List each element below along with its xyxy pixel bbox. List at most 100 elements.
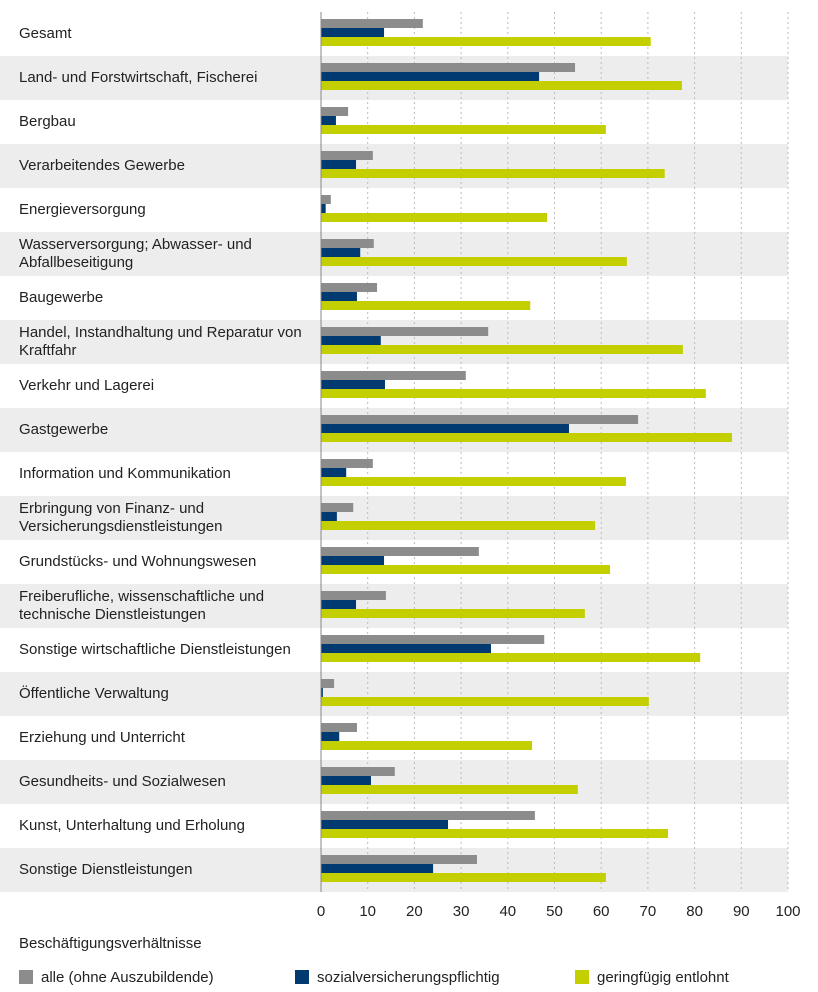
- bar: [321, 301, 531, 310]
- bar: [321, 257, 627, 266]
- category-label: Öffentliche Verwaltung: [19, 685, 169, 702]
- bar: [321, 468, 347, 477]
- bar: [321, 679, 335, 688]
- category-label: Erziehung und Unterricht: [19, 729, 185, 746]
- bar: [321, 503, 354, 512]
- bar: [321, 512, 337, 521]
- bar: [321, 19, 423, 28]
- legend-swatch: [19, 970, 33, 984]
- row-band: [0, 584, 788, 628]
- bar: [321, 820, 449, 829]
- x-tick-label: 90: [733, 903, 750, 920]
- row-band: [0, 144, 788, 188]
- bar: [321, 327, 489, 336]
- bar: [321, 433, 732, 442]
- category-label: Grundstücks- und Wohnungswesen: [19, 553, 257, 570]
- legend-label: sozialversicherungspflichtig: [317, 969, 500, 986]
- category-label: Freiberufliche, wissenschaftliche und te…: [19, 588, 265, 623]
- category-label: Gesamt: [19, 25, 72, 42]
- bar: [321, 160, 357, 169]
- category-label: Gesundheits- und Sozialwesen: [19, 773, 226, 790]
- x-tick-label: 60: [593, 903, 610, 920]
- bar: [321, 345, 683, 354]
- bar: [321, 609, 585, 618]
- bar: [321, 873, 606, 882]
- legend-label: alle (ohne Auszubildende): [41, 969, 214, 986]
- row-band: [0, 232, 788, 276]
- bar: [321, 459, 373, 468]
- bar: [321, 125, 606, 134]
- category-label: Sonstige wirtschaftliche Dienstleistunge…: [19, 641, 291, 658]
- x-tick-label: 80: [686, 903, 703, 920]
- category-label: Kunst, Unterhaltung und Erholung: [19, 817, 245, 834]
- bar: [321, 107, 349, 116]
- bar: [321, 723, 357, 732]
- bar: [321, 811, 535, 820]
- bar: [321, 565, 611, 574]
- bar: [321, 336, 381, 345]
- bar: [321, 600, 357, 609]
- category-label: Gastgewerbe: [19, 421, 109, 438]
- bar: [321, 829, 668, 838]
- bar: [321, 204, 326, 213]
- bar: [321, 653, 701, 662]
- category-label: Energieversorgung: [19, 201, 146, 218]
- x-tick-label: 30: [453, 903, 470, 920]
- bar: [321, 151, 373, 160]
- category-label: Handel, Instandhaltung und Reparatur von…: [19, 324, 302, 359]
- bar: [321, 547, 479, 556]
- category-label: Verarbeitendes Gewerbe: [19, 157, 185, 174]
- legend-swatch: [575, 970, 589, 984]
- bar: [321, 767, 395, 776]
- bar: [321, 28, 385, 37]
- category-label: Erbringung von Finanz- und Versicherungs…: [19, 500, 223, 535]
- bar: [321, 81, 682, 90]
- bar: [321, 635, 545, 644]
- bar: [321, 477, 626, 486]
- bar: [321, 37, 651, 46]
- bar: [321, 248, 361, 257]
- bar: [321, 855, 477, 864]
- bar: [321, 776, 371, 785]
- x-tick-label: 70: [640, 903, 657, 920]
- category-label: Baugewerbe: [19, 289, 104, 306]
- category-label: Verkehr und Lagerei: [19, 377, 155, 394]
- bar: [321, 213, 548, 222]
- legend-swatch: [295, 970, 309, 984]
- bar: [321, 389, 706, 398]
- category-label: Bergbau: [19, 113, 76, 130]
- legend-label: geringfügig entlohnt: [597, 969, 730, 986]
- x-tick-label: 10: [359, 903, 376, 920]
- category-label: Sonstige Dienstleistungen: [19, 861, 193, 878]
- bar: [321, 371, 466, 380]
- bar: [321, 63, 576, 72]
- bar: [321, 521, 596, 530]
- bar: [321, 239, 374, 248]
- bar: [321, 116, 336, 125]
- bar: [321, 785, 578, 794]
- bar: [321, 415, 639, 424]
- x-tick-label: 0: [317, 903, 325, 920]
- category-label: Information und Kommunikation: [19, 465, 231, 482]
- x-tick-label: 20: [406, 903, 423, 920]
- legend-title: Beschäftigungsverhältnisse: [19, 935, 202, 952]
- bar: [321, 195, 331, 204]
- x-tick-label: 50: [546, 903, 563, 920]
- bar: [321, 591, 386, 600]
- bar: [321, 732, 340, 741]
- row-band: [0, 672, 788, 716]
- bar: [321, 688, 323, 697]
- x-tick-label: 40: [499, 903, 516, 920]
- category-label: Wasserversorgung; Abwasser- und Abfallbe…: [19, 236, 252, 271]
- bar: [321, 72, 540, 81]
- bar: [321, 697, 649, 706]
- bar: [321, 644, 491, 653]
- category-label: Land- und Forstwirtschaft, Fischerei: [19, 69, 258, 86]
- x-tick-label: 100: [775, 903, 800, 920]
- row-band: [0, 496, 788, 540]
- bar: [321, 556, 385, 565]
- bar: [321, 741, 533, 750]
- bar: [321, 169, 665, 178]
